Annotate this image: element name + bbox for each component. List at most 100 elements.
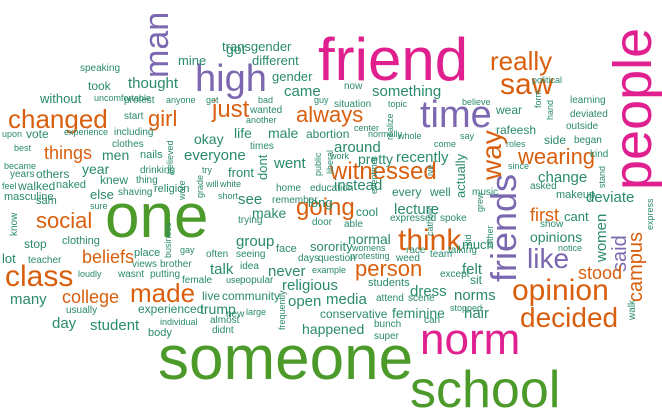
word: sure (90, 201, 108, 211)
word: dont (255, 154, 270, 180)
word: event (369, 171, 379, 194)
word: business (163, 222, 173, 258)
word: happened (302, 321, 365, 337)
word: lecture (394, 201, 440, 218)
word: life (234, 125, 252, 141)
word: came (284, 83, 321, 100)
word: walk (627, 299, 638, 320)
word: bad (258, 95, 274, 105)
word: since (508, 161, 530, 171)
word: kid (463, 234, 473, 246)
word: times (250, 141, 274, 152)
word: else (90, 187, 114, 202)
word: wasnt (118, 269, 145, 280)
word: nails (140, 149, 163, 161)
word: clothes (112, 139, 144, 150)
word: stop (24, 237, 47, 251)
word: another (246, 115, 277, 125)
word: catholic (425, 205, 435, 236)
word: womens (352, 243, 386, 253)
word: male (268, 125, 299, 141)
word: deviate (586, 189, 635, 206)
word: dress (410, 283, 447, 300)
word: year (82, 161, 110, 177)
word: believed (165, 140, 175, 174)
word: cant (564, 209, 589, 224)
word: seeing (236, 249, 266, 260)
word: going (296, 194, 355, 221)
word: often (206, 249, 229, 260)
word: guy (314, 95, 329, 105)
word: work (330, 151, 350, 161)
word: topic (388, 99, 408, 109)
word: students (368, 277, 410, 289)
word: normal (348, 231, 391, 247)
word: liberal (325, 149, 335, 174)
word: abortion (306, 127, 350, 141)
word: group (236, 233, 275, 250)
word: stopped (450, 303, 483, 313)
word: shaving (118, 187, 153, 198)
word: cool (356, 205, 379, 219)
word: show (540, 219, 564, 230)
word: wanted (250, 105, 283, 116)
word: norms (454, 287, 496, 304)
word: large (246, 307, 267, 317)
word: recently (396, 149, 449, 166)
word: come (434, 139, 457, 149)
word: thought (128, 75, 179, 92)
word: race (406, 245, 426, 256)
word: deviated (570, 109, 608, 120)
word: naked (56, 179, 86, 191)
word: putting (150, 269, 181, 280)
word: except (440, 269, 470, 280)
word: years (10, 169, 35, 180)
word: transgender (222, 39, 292, 54)
word: roles (506, 139, 526, 149)
word: loudly (78, 269, 102, 279)
word: one (105, 182, 209, 251)
word: different (252, 53, 299, 68)
word: women (593, 213, 610, 262)
word: experience (64, 127, 109, 137)
word: clothing (62, 235, 100, 247)
word: everyone (184, 147, 246, 164)
word: kind (590, 149, 609, 160)
word: actually (453, 153, 468, 198)
word: okay (194, 131, 224, 147)
word: whole (398, 131, 422, 141)
word: body (148, 327, 172, 339)
word: college (62, 287, 120, 307)
word: form (533, 90, 543, 108)
word: feel (2, 181, 17, 191)
word: bunch (374, 319, 402, 330)
word: witnessed (330, 158, 437, 185)
word: example (312, 265, 347, 275)
word: person (355, 256, 423, 281)
word: protest (124, 95, 155, 106)
word: men (102, 147, 130, 163)
word: scene (408, 293, 435, 304)
word: either (485, 225, 495, 248)
word: rafeesh (496, 123, 537, 137)
word: talking (448, 245, 477, 256)
word: something (372, 83, 442, 100)
word: changed (8, 104, 108, 134)
word: instead (334, 177, 383, 194)
word: asked (530, 181, 557, 192)
word: saw (500, 68, 554, 101)
word: well (430, 185, 451, 199)
word: protesting (350, 251, 390, 261)
word: time (420, 94, 492, 136)
word: teacher (28, 255, 62, 266)
word: went (274, 155, 306, 172)
word: community (222, 289, 281, 303)
word: front (228, 165, 255, 180)
word: make (252, 205, 287, 221)
word: think (398, 224, 462, 257)
word: political (532, 75, 563, 85)
word: friend (318, 26, 469, 93)
word: say (460, 131, 475, 141)
word: talk (210, 261, 234, 278)
